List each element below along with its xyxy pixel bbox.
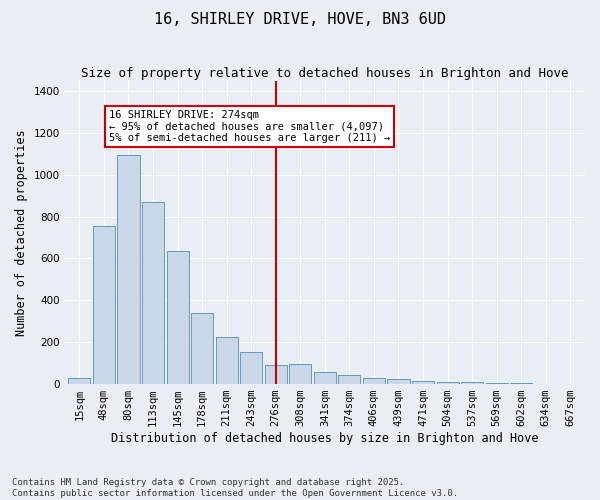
Text: Contains HM Land Registry data © Crown copyright and database right 2025.
Contai: Contains HM Land Registry data © Crown c… xyxy=(12,478,458,498)
X-axis label: Distribution of detached houses by size in Brighton and Hove: Distribution of detached houses by size … xyxy=(111,432,539,445)
Bar xyxy=(314,372,336,384)
Bar xyxy=(215,337,238,384)
Text: 16 SHIRLEY DRIVE: 274sqm
← 95% of detached houses are smaller (4,097)
5% of semi: 16 SHIRLEY DRIVE: 274sqm ← 95% of detach… xyxy=(109,110,390,143)
Y-axis label: Number of detached properties: Number of detached properties xyxy=(15,129,28,336)
Bar xyxy=(68,378,91,384)
Bar xyxy=(289,364,311,384)
Bar xyxy=(265,365,287,384)
Bar xyxy=(338,374,361,384)
Bar xyxy=(240,352,262,384)
Title: Size of property relative to detached houses in Brighton and Hove: Size of property relative to detached ho… xyxy=(81,68,569,80)
Text: 16, SHIRLEY DRIVE, HOVE, BN3 6UD: 16, SHIRLEY DRIVE, HOVE, BN3 6UD xyxy=(154,12,446,28)
Bar xyxy=(485,383,508,384)
Bar xyxy=(142,202,164,384)
Bar xyxy=(363,378,385,384)
Bar xyxy=(191,313,213,384)
Bar xyxy=(167,251,188,384)
Bar xyxy=(412,381,434,384)
Bar xyxy=(437,382,458,384)
Bar xyxy=(93,226,115,384)
Bar xyxy=(118,155,140,384)
Bar xyxy=(461,382,483,384)
Bar xyxy=(388,379,410,384)
